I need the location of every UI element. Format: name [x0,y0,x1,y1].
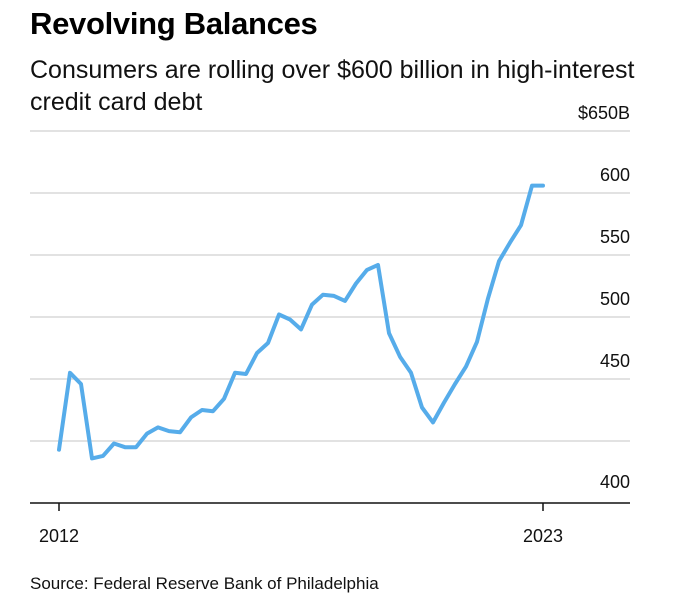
y-tick-label-550: 550 [600,227,630,247]
chart-title: Revolving Balances [30,6,318,41]
gridlines [30,130,630,442]
y-tick-label-600: 600 [600,165,630,185]
source-note: Source: Federal Reserve Bank of Philadel… [30,574,379,593]
x-tick-label-2012: 2012 [39,526,79,546]
y-tick-label-400: 400 [600,472,630,492]
y-axis-tick-labels: 400 450 500 550 600 $650B [578,103,630,492]
x-tick-label-2023: 2023 [523,526,563,546]
series-lines [57,183,545,461]
x-axis: 2012 2023 [30,502,630,546]
series-line-0 [57,183,545,461]
y-tick-label-500: 500 [600,289,630,309]
y-tick-label-650: $650B [578,103,630,123]
y-tick-label-450: 450 [600,351,630,371]
chart-subtitle: Consumers are rolling over $600 billion … [30,56,635,116]
